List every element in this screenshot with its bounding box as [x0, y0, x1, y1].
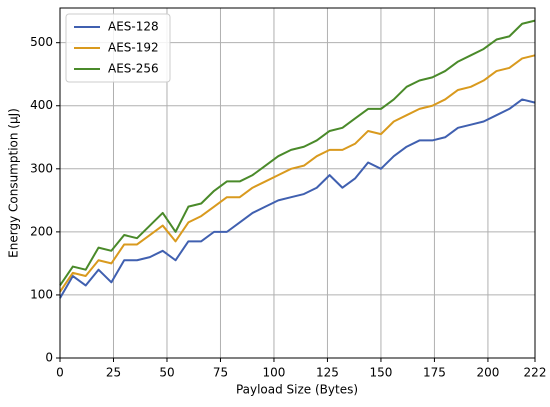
x-tick-label: 125: [316, 366, 339, 380]
y-axis-label: Energy Consumption (μJ): [7, 108, 21, 258]
x-tick-label: 175: [423, 366, 446, 380]
x-tick-label: 200: [476, 366, 499, 380]
y-tick-label: 300: [30, 161, 53, 175]
legend-label: AES-256: [108, 62, 159, 76]
y-tick-label: 400: [30, 98, 53, 112]
x-tick-label: 25: [106, 366, 121, 380]
x-tick-label: 150: [369, 366, 392, 380]
x-tick-label: 50: [159, 366, 174, 380]
y-tick-label: 500: [30, 35, 53, 49]
x-tick-label: 0: [56, 366, 64, 380]
legend-label: AES-192: [108, 41, 159, 55]
x-tick-label: 75: [213, 366, 228, 380]
series-line: [59, 98, 536, 299]
x-tick-label: 100: [263, 366, 286, 380]
series-line: [59, 54, 536, 293]
series-line: [59, 19, 536, 287]
x-tick-label: 222: [524, 366, 547, 380]
plot-frame: [59, 7, 536, 359]
legend-label: AES-128: [108, 20, 159, 34]
y-tick-label: 100: [30, 287, 53, 301]
x-axis-label: Payload Size (Bytes): [236, 383, 358, 397]
legend-box: [65, 13, 171, 83]
y-tick-label: 0: [45, 351, 53, 365]
y-tick-label: 200: [30, 224, 53, 238]
